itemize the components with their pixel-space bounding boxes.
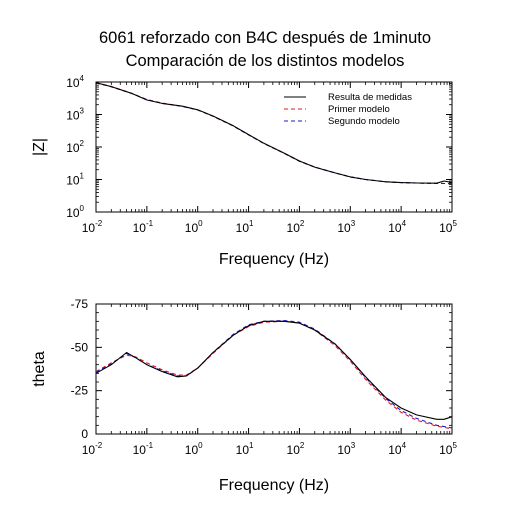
- phase-x-tick-label: 102: [287, 441, 305, 457]
- phase-x-tick-label: 10-2: [82, 441, 103, 457]
- magnitude-x-tick-label: 10-2: [82, 219, 103, 235]
- magnitude-y-axis-title: |Z|: [31, 138, 48, 156]
- magnitude-x-tick-label: 10-1: [133, 219, 154, 235]
- magnitude-y-tick-label: 102: [66, 139, 84, 155]
- phase-x-tick-label: 101: [236, 441, 254, 457]
- magnitude-x-tick-label: 105: [439, 219, 457, 235]
- phase-series-line-primer-modelo: [95, 320, 453, 430]
- phase-x-tick-label: 103: [337, 441, 355, 457]
- phase-series-line-measured: [95, 320, 453, 420]
- phase-x-axis-title: Frequency (Hz): [219, 477, 329, 494]
- phase-x-tick-label: 104: [388, 441, 406, 457]
- phase-x-tick-label: 105: [439, 441, 457, 457]
- magnitude-y-tick-label: 101: [66, 172, 84, 188]
- phase-plot-frame: [95, 303, 453, 435]
- impedance-magnitude-chart: 10-2 10-1 100 101 102 103 104 105 100 101 102 103 10…: [31, 74, 457, 268]
- phase-x-tick-label: 100: [185, 441, 203, 457]
- magnitude-y-tick-label: 103: [66, 107, 84, 123]
- magnitude-y-tick-label: 100: [66, 204, 84, 220]
- magnitude-series-line-measured: [95, 82, 453, 184]
- legend-label: Primer modelo: [328, 104, 390, 115]
- phase-y-tick-label: 0: [81, 427, 88, 441]
- phase-y-axis-title: theta: [31, 351, 48, 387]
- phase-angle-chart: 10-2 10-1 100 101 102 103 104 105 0 -25 -50 -75 Freq…: [31, 297, 457, 494]
- magnitude-y-tick-label: 104: [66, 74, 84, 90]
- magnitude-x-tick-label: 102: [287, 219, 305, 235]
- phase-y-tick-label: -50: [71, 340, 89, 354]
- phase-x-tick-label: 10-1: [133, 441, 154, 457]
- magnitude-x-tick-label: 103: [337, 219, 355, 235]
- magnitude-x-tick-label: 101: [236, 219, 254, 235]
- chart-title-line-2: Comparación de los distintos modelos: [126, 52, 405, 70]
- phase-series-line-segundo-modelo: [95, 319, 453, 429]
- magnitude-x-tick-label: 100: [185, 219, 203, 235]
- magnitude-x-tick-label: 104: [388, 219, 406, 235]
- magnitude-x-axis-title: Frequency (Hz): [219, 251, 329, 268]
- legend-label: Resulta de medidas: [328, 92, 412, 103]
- legend-label: Segundo modelo: [328, 116, 400, 127]
- chart-title-line-1: 6061 reforzado con B4C después de 1minut…: [99, 29, 431, 47]
- phase-y-tick-label: -25: [71, 384, 89, 398]
- phase-y-tick-label: -75: [71, 297, 89, 311]
